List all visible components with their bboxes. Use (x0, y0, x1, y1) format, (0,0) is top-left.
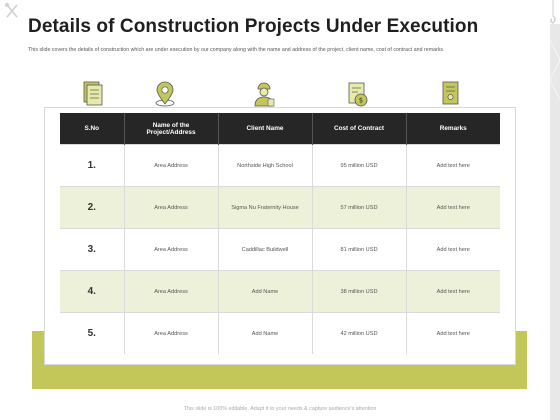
table-row: 3. Area Address Caddillac Buildwell 81 m… (60, 228, 500, 271)
cell-client-name: Add Name (217, 270, 312, 313)
cell-cost: 95 million USD (311, 144, 406, 187)
cell-project-address: Area Address (123, 270, 218, 313)
header-sno: S.No (60, 113, 124, 145)
crossed-tools-icon (5, 3, 18, 18)
table-row: 5. Area Address Add Name 42 million USD … (60, 312, 500, 354)
projects-table: S.No Name of the Project/Address Client … (60, 113, 500, 354)
cell-sno: 5. (60, 312, 124, 354)
header-client-name: Client Name (217, 113, 312, 145)
cell-cost: 38 million USD (311, 270, 406, 313)
svg-text:$: $ (359, 97, 363, 105)
table-row: 4. Area Address Add Name 38 million USD … (60, 270, 500, 313)
header-cost-of-contract: Cost of Contract (311, 113, 406, 145)
cell-client-name: Caddillac Buildwell (217, 228, 312, 271)
cell-sno: 3. (60, 228, 124, 271)
worker-icon (254, 82, 275, 107)
cell-project-address: Area Address (123, 312, 218, 354)
cell-remarks: Add text here (405, 312, 500, 354)
cell-project-address: Area Address (123, 228, 218, 271)
cell-client-name: Add Name (217, 312, 312, 354)
footer-note: This slide is 100% editable. Adapt it to… (183, 406, 377, 412)
cell-project-address: Area Address (123, 186, 218, 229)
cell-sno: 1. (60, 144, 124, 187)
cell-cost: 81 million USD (311, 228, 406, 271)
cell-remarks: Add text here (405, 186, 500, 229)
contract-money-icon: $ (348, 82, 368, 107)
cell-project-address: Area Address (123, 144, 218, 187)
crane-hook-decoration (549, 0, 560, 420)
cell-client-name: Sigma Nu Fraternity House (217, 186, 312, 229)
page-subtitle: This slide covers the details of constru… (28, 47, 445, 53)
cell-sno: 4. (60, 270, 124, 313)
page-title: Details of Construction Projects Under E… (28, 16, 479, 37)
table-row: 2. Area Address Sigma Nu Fraternity Hous… (60, 186, 500, 229)
location-pin-icon (155, 81, 175, 107)
remarks-document-icon (442, 81, 459, 105)
table-header-row: S.No Name of the Project/Address Client … (60, 113, 500, 145)
header-project-address: Name of the Project/Address (123, 113, 218, 145)
table-row: 1. Area Address Northside High School 95… (60, 144, 500, 187)
document-list-icon (83, 81, 103, 106)
cell-remarks: Add text here (405, 144, 500, 187)
cell-cost: 42 million USD (311, 312, 406, 354)
cell-sno: 2. (60, 186, 124, 229)
cell-remarks: Add text here (405, 228, 500, 271)
cell-remarks: Add text here (405, 270, 500, 313)
header-remarks: Remarks (405, 113, 500, 145)
cell-client-name: Northside High School (217, 144, 312, 187)
cell-cost: 57 million USD (311, 186, 406, 229)
